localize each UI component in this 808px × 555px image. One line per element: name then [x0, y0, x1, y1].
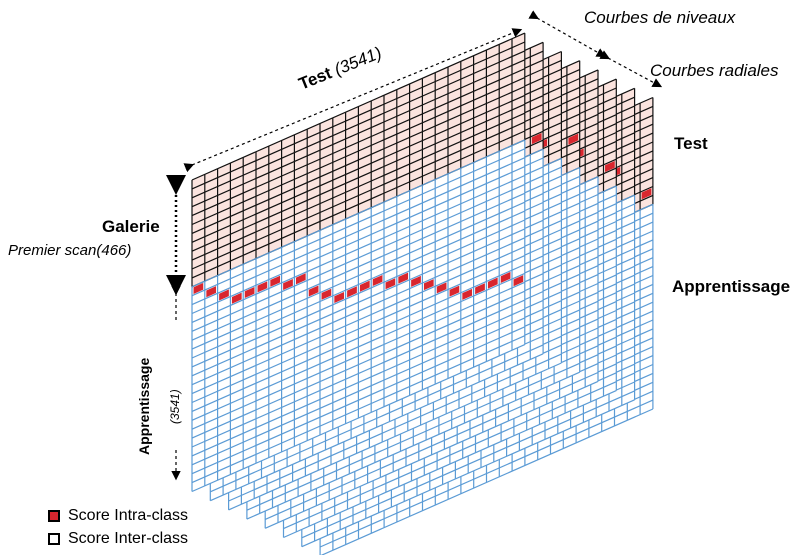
train-grid-line: [191, 263, 526, 412]
premier-scan-label: Premier scan(466): [8, 242, 132, 259]
train-grid-line: [191, 281, 526, 430]
intra-class-cell: [568, 133, 579, 145]
train-grid-line: [210, 344, 544, 493]
train-grid-line: [283, 381, 617, 530]
intra-class-cell: [257, 281, 268, 293]
intra-class-cell: [308, 285, 319, 297]
train-grid-line: [191, 183, 526, 332]
intra-class-cell: [513, 275, 524, 287]
train-grid-line: [191, 192, 526, 341]
intra-class-cell: [641, 188, 652, 200]
apprentissage-left-label: Apprentissage: [136, 357, 152, 455]
intra-class-cell: [334, 291, 345, 304]
train-grid-line: [301, 399, 635, 548]
train-grid-line: [191, 237, 526, 386]
intra-class-cell: [231, 292, 242, 304]
train-grid-line: [191, 255, 526, 404]
train-grid-line: [210, 353, 544, 502]
intra-class-cell: [385, 278, 396, 290]
intra-class-cell: [411, 275, 421, 287]
apprentissage-left-count: (3541): [168, 389, 182, 424]
train-grid-line: [191, 272, 526, 421]
apprentissage-right-label: Apprentissage: [672, 277, 791, 296]
train-grid-line: [191, 219, 526, 368]
intra-class-cell: [206, 286, 217, 298]
train-grid-line: [191, 166, 526, 315]
legend-item-inter: Score Inter-class: [48, 530, 188, 548]
test-dimension-arrow: [183, 28, 523, 173]
train-grid-line: [191, 148, 526, 297]
intra-class-cell: [423, 279, 434, 291]
train-grid-line: [191, 308, 526, 457]
intra-class-cell: [193, 282, 204, 294]
train-grid-line: [246, 362, 580, 511]
intra-class-cell: [436, 282, 447, 294]
train-grid-line: [320, 408, 654, 555]
train-grid-line: [191, 201, 526, 350]
train-grid-line: [191, 157, 526, 306]
intra-class-cell: [347, 286, 357, 298]
train-grid-line: [191, 299, 526, 448]
test-right-label: Test: [674, 134, 708, 153]
intra-class-cell: [398, 272, 409, 284]
train-grid-line: [191, 290, 526, 439]
train-grid-line: [191, 210, 526, 359]
train-grid-line: [191, 228, 526, 377]
train-grid-line: [191, 174, 526, 323]
legend-swatch-intra: [48, 510, 60, 522]
intra-class-cell: [270, 275, 281, 287]
courbes-radiales-arrow: [599, 50, 663, 88]
train-grid-line: [246, 371, 580, 520]
intra-class-cell: [475, 283, 485, 295]
train-grid-line: [191, 246, 526, 395]
legend-label-intra: Score Intra-class: [68, 507, 189, 524]
intra-class-cell: [219, 289, 229, 301]
score-matrix-layers: [191, 32, 654, 555]
intra-class-cell: [321, 288, 332, 300]
legend-item-intra: Score Intra-class: [48, 507, 188, 525]
courbes-radiales-label: Courbes radiales: [650, 61, 779, 80]
courbes-niveaux-arrow: [528, 10, 607, 58]
legend-swatch-inter: [48, 533, 60, 545]
intra-class-cell: [244, 286, 255, 299]
train-grid-line: [264, 380, 599, 529]
intra-class-cell: [531, 133, 542, 145]
train-grid-line: [191, 344, 526, 493]
train-grid-line: [283, 390, 617, 539]
legend-label-inter: Score Inter-class: [68, 530, 189, 547]
train-grid-line: [191, 317, 526, 466]
intra-class-cell: [605, 160, 615, 173]
intra-class-cell: [500, 271, 511, 283]
intra-class-cell: [462, 288, 473, 300]
train-grid-line: [228, 353, 562, 502]
intra-class-cell: [359, 280, 370, 292]
intra-class-cell: [295, 273, 306, 285]
train-grid-line: [264, 371, 599, 520]
train-grid-line: [191, 335, 526, 484]
train-grid-line: [228, 362, 562, 511]
galerie-label: Galerie: [102, 217, 160, 236]
train-grid-line: [319, 399, 654, 548]
intra-class-cell: [487, 277, 498, 289]
intra-class-cell: [283, 278, 293, 291]
train-grid-line: [301, 390, 635, 539]
courbes-niveaux-label: Courbes de niveaux: [584, 8, 736, 27]
intra-class-cell: [372, 274, 383, 287]
intra-class-cell: [449, 285, 460, 297]
dimension-arrows: [166, 10, 663, 481]
train-grid-line: [191, 326, 526, 475]
